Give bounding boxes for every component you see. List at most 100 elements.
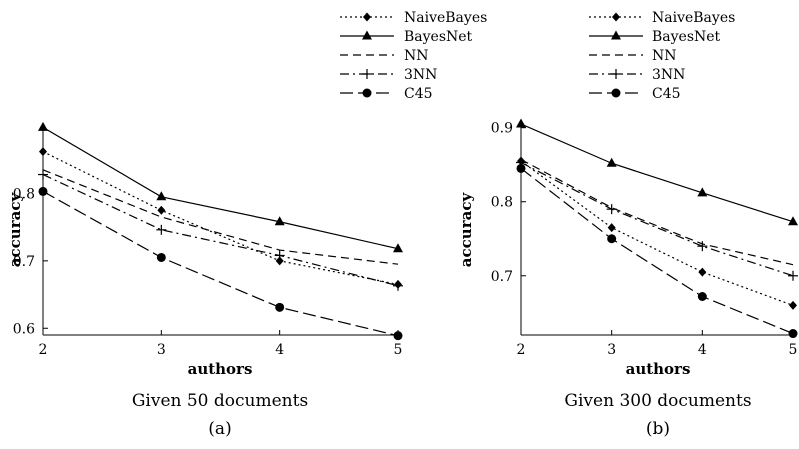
series-bayesnet [516, 118, 798, 226]
data-point-3nn [274, 250, 285, 261]
legend-marker [363, 12, 371, 22]
legend-marker [611, 69, 621, 79]
series-line-nn [520, 159, 794, 266]
series-line-nn [42, 169, 399, 265]
data-point-bayesnet [156, 191, 167, 201]
y-tick-label: 0.7 [491, 269, 513, 285]
data-point-bayesnet [274, 216, 285, 226]
series-line-c45 [520, 167, 794, 335]
legend-item-bayesnet: BayesNet [340, 29, 473, 45]
x-tick-label: 4 [698, 342, 707, 358]
x-tick-label: 2 [517, 342, 526, 358]
series-3nn [516, 157, 798, 281]
data-point-c45 [516, 163, 526, 173]
chart-caption: Given 50 documents [132, 391, 308, 411]
series-line-naivebayes [42, 151, 399, 286]
legend-item-3nn: 3NN [340, 67, 437, 83]
data-point-c45 [393, 331, 403, 341]
data-point-c45 [697, 292, 707, 302]
series-line-c45 [42, 190, 399, 337]
x-tick-label: 5 [789, 342, 798, 358]
data-point-3nn [697, 241, 708, 252]
data-point-naivebayes [698, 267, 707, 277]
series-nn [42, 169, 399, 265]
legend: NaiveBayes BayesNet NN 3NN C45 [340, 10, 487, 102]
data-point-c45 [38, 186, 48, 196]
legend-marker [362, 88, 372, 98]
series-line-3nn [42, 173, 399, 287]
data-point-3nn [606, 204, 617, 215]
data-point-c45 [607, 234, 617, 244]
x-tick-label: 5 [394, 342, 403, 358]
y-axis-label: accuracy [457, 192, 475, 268]
series-nn [520, 159, 794, 266]
series-line-naivebayes [520, 160, 794, 306]
y-tick-label: 0.6 [13, 321, 35, 337]
legend-item-naivebayes: NaiveBayes [589, 10, 735, 26]
y-tick-label: 0.8 [13, 186, 35, 202]
legend-item-c45: C45 [589, 86, 681, 102]
x-tick-label: 3 [607, 342, 616, 358]
legend-item-bayesnet: BayesNet [589, 29, 721, 45]
x-tick-label: 3 [157, 342, 166, 358]
data-point-3nn [156, 224, 167, 235]
series-c45 [516, 163, 798, 339]
legend-marker [362, 69, 372, 79]
data-point-bayesnet [697, 187, 708, 197]
series-bayesnet [38, 121, 403, 253]
data-point-bayesnet [606, 157, 617, 167]
data-point-bayesnet [393, 243, 403, 253]
data-point-naivebayes [39, 147, 47, 157]
chart-subcaption: (b) [646, 419, 670, 439]
data-point-naivebayes [789, 300, 797, 310]
legend-label: NaiveBayes [404, 10, 487, 26]
legend-marker [611, 30, 621, 40]
data-point-3nn [38, 169, 48, 180]
legend-marker [611, 88, 621, 98]
legend-label: BayesNet [404, 29, 473, 45]
x-axis-label: authors [626, 360, 691, 378]
legend-item-nn: NN [340, 48, 429, 64]
legend-label: 3NN [404, 67, 437, 83]
legend-label: BayesNet [652, 29, 721, 45]
chart-subcaption: (a) [208, 419, 231, 439]
series-3nn [38, 169, 403, 291]
series-c45 [38, 186, 403, 341]
y-tick-label: 0.9 [491, 121, 513, 137]
data-point-naivebayes [607, 223, 616, 233]
axes: 2 3 4 5 0.7 0.8 0.9 [491, 121, 798, 358]
x-tick-label: 2 [39, 342, 48, 358]
data-point-naivebayes [157, 205, 166, 215]
data-point-bayesnet [38, 121, 48, 131]
y-tick-label: 0.7 [13, 254, 35, 270]
y-axis-label: accuracy [6, 192, 24, 268]
legend-item-naivebayes: NaiveBayes [340, 10, 487, 26]
series-line-bayesnet [42, 126, 399, 250]
legend-label: NN [652, 48, 677, 64]
data-point-3nn [393, 280, 403, 291]
legend-label: NaiveBayes [652, 10, 735, 26]
legend: NaiveBayes BayesNet NN 3NN C45 [589, 10, 735, 102]
legend-label: NN [404, 48, 429, 64]
legend-label: C45 [652, 86, 681, 102]
chart-panel-b: NaiveBayes BayesNet NN 3NN C45 2 3 4 5 0.7 0.8 0.9 a… [457, 10, 798, 439]
data-point-naivebayes [275, 256, 284, 266]
data-point-bayesnet [516, 118, 526, 128]
series-line-bayesnet [520, 123, 794, 223]
series-naivebayes [39, 147, 402, 289]
legend-marker [362, 30, 372, 40]
legend-item-3nn: 3NN [589, 67, 685, 83]
legend-item-c45: C45 [340, 86, 433, 102]
y-tick-label: 0.8 [491, 195, 513, 211]
x-axis-label: authors [188, 360, 253, 378]
chart-caption: Given 300 documents [564, 391, 751, 411]
data-point-3nn [788, 270, 798, 281]
legend-item-nn: NN [589, 48, 677, 64]
legend-marker [612, 12, 620, 22]
data-point-bayesnet [788, 216, 798, 226]
legend-label: 3NN [652, 67, 685, 83]
series-line-3nn [520, 161, 794, 277]
data-point-c45 [275, 302, 285, 312]
